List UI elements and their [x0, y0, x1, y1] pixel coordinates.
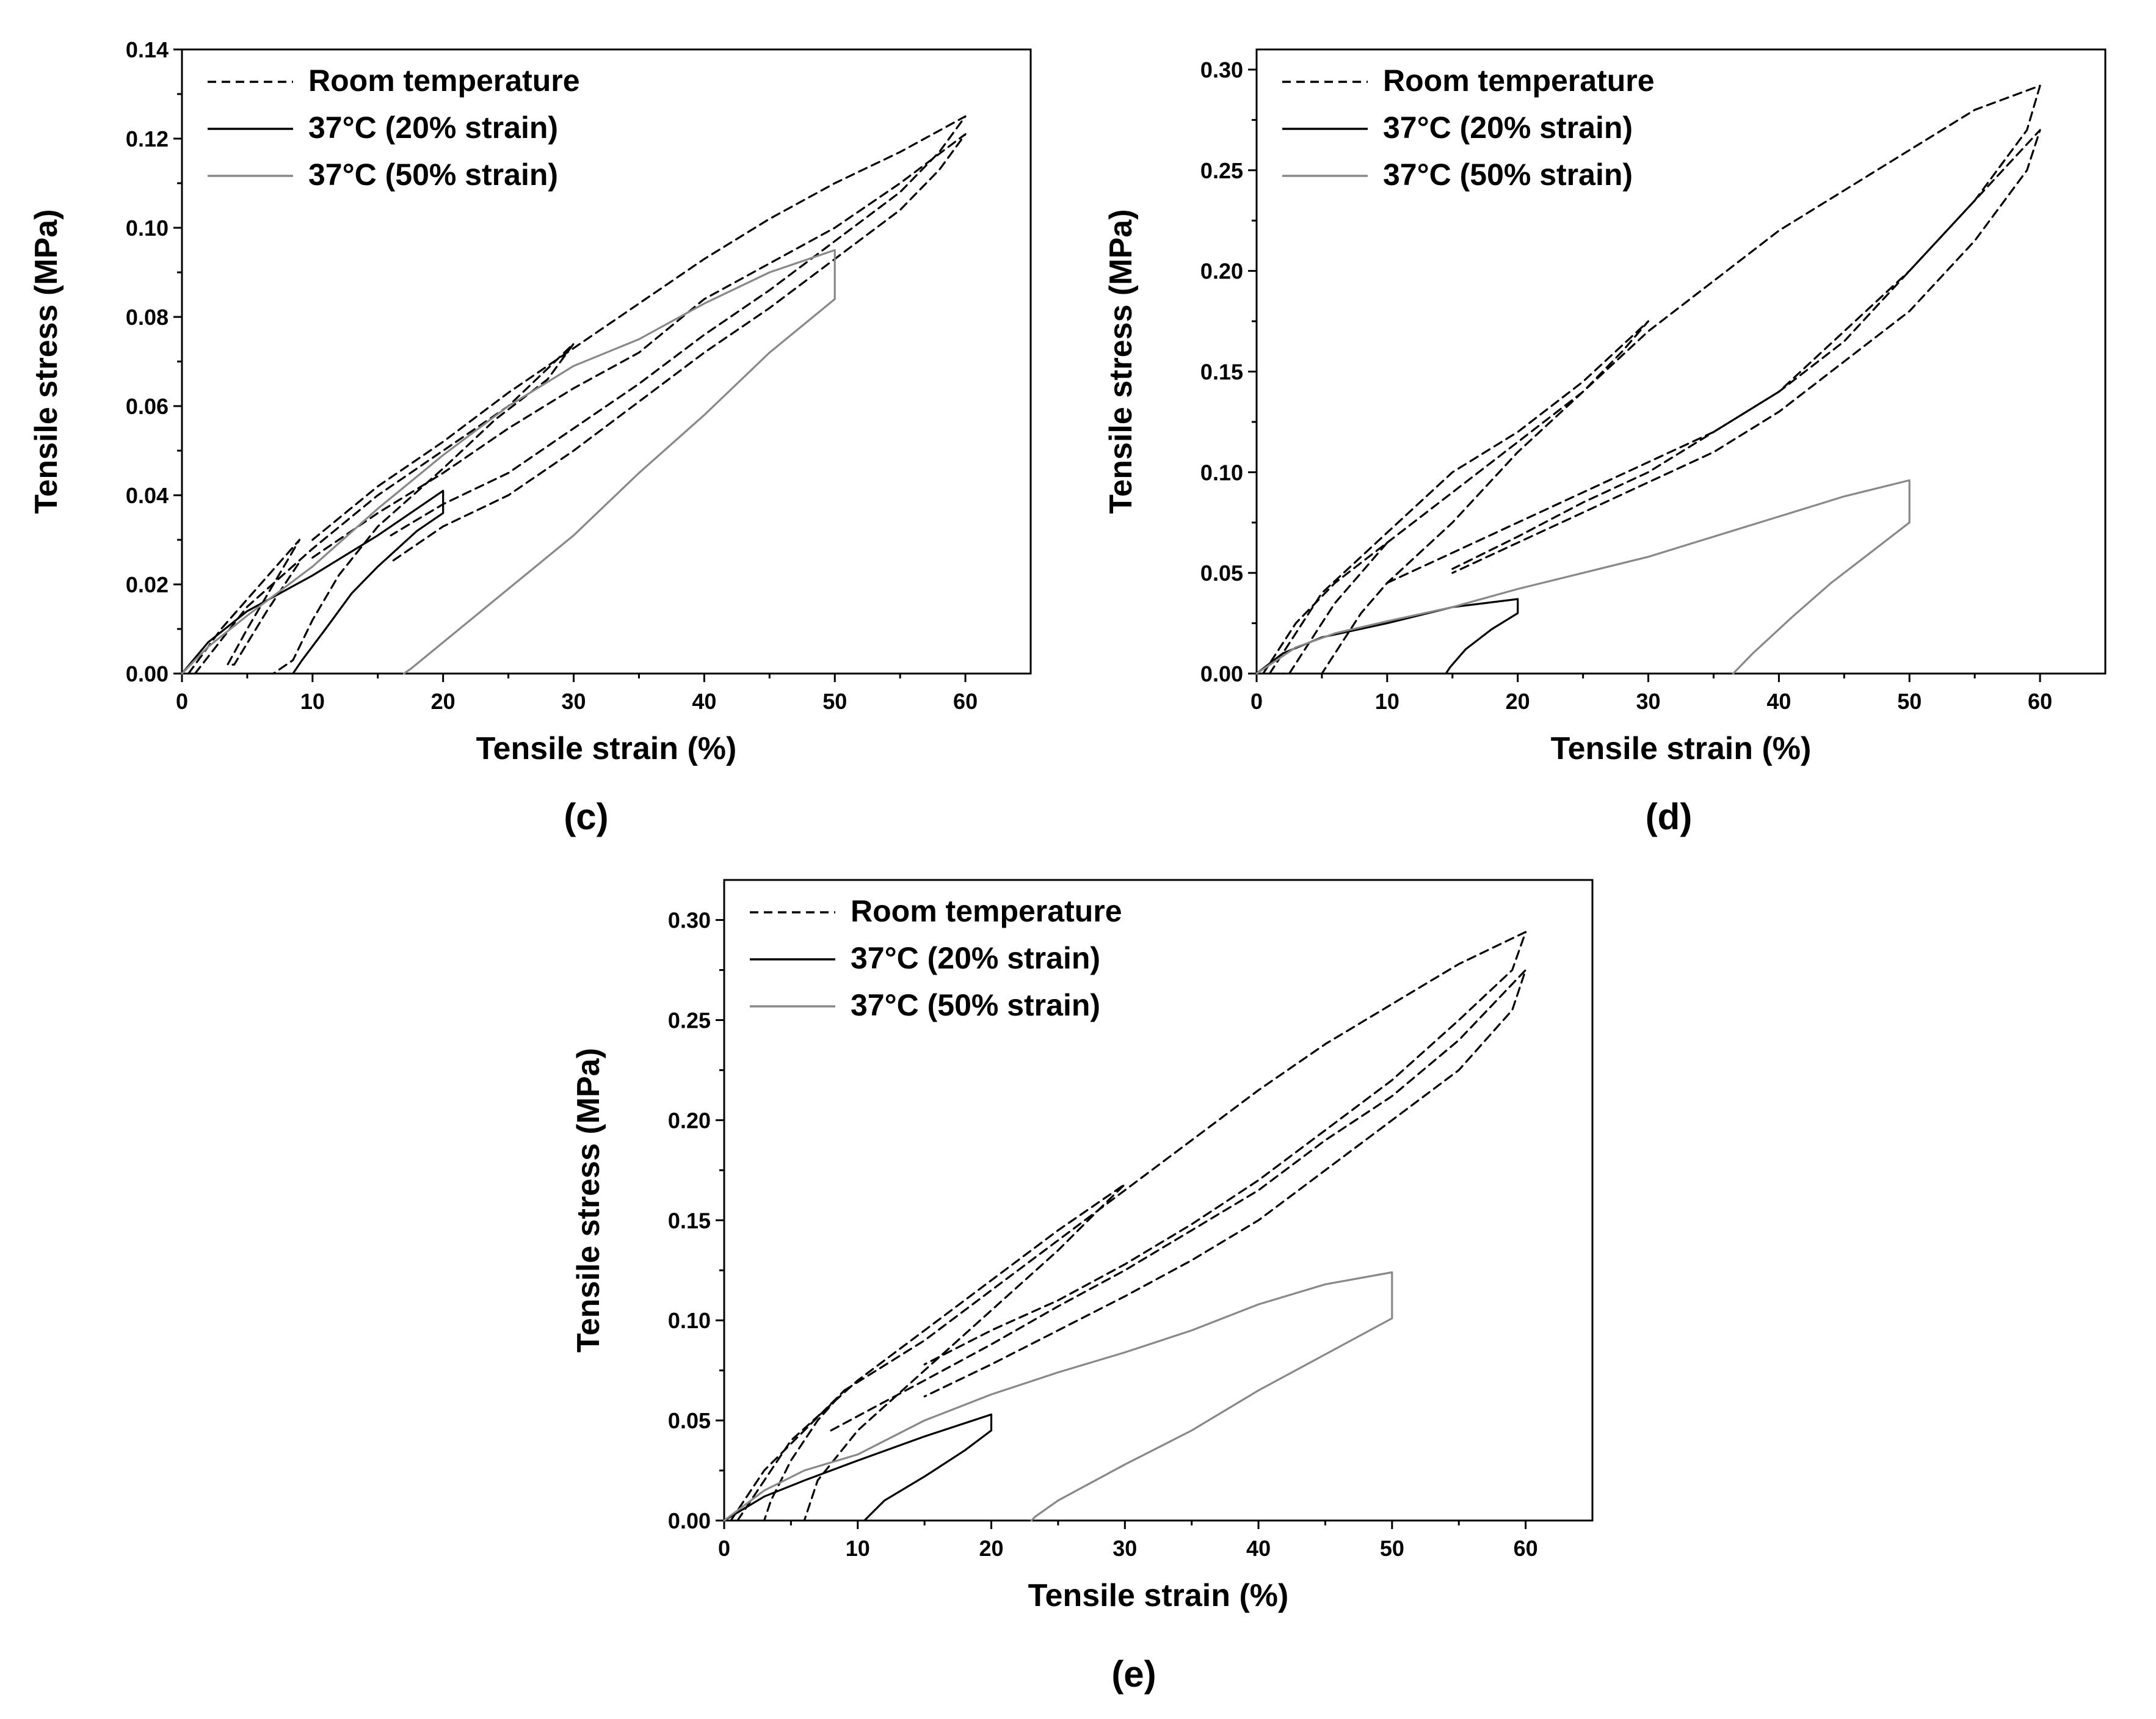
x-axis-title: Tensile strain (%): [476, 731, 737, 766]
series-2: [723, 1271, 1393, 1522]
y-tick-label: 0.04: [126, 483, 169, 508]
x-tick-label: 50: [1897, 689, 1922, 714]
x-tick-label: 40: [1766, 689, 1791, 714]
y-tick-label: 0.14: [126, 37, 169, 62]
series-line: [1255, 598, 1519, 675]
series-line: [1268, 320, 1650, 675]
plot-frame: [1255, 48, 2107, 675]
y-axis-title: Tensile stress (MPa): [1103, 209, 1139, 514]
y-axis-title: Tensile stress (MPa): [29, 209, 64, 514]
x-tick-label: 10: [300, 689, 325, 714]
x-tick-label: 50: [822, 689, 847, 714]
series-line: [1255, 479, 1911, 675]
chart-panel-1: 0 10 20 30 40 50 60 0.00 0.05 0.10 0.15 0.20 0.25 0.3…: [1103, 48, 2107, 837]
y-tick-label: 0.25: [1200, 158, 1243, 183]
panel-label: (c): [564, 796, 608, 837]
series-line: [1262, 542, 1388, 675]
y-tick-label: 0.06: [126, 394, 169, 419]
x-tick-label: 0: [176, 689, 188, 714]
y-tick-label: 0.08: [126, 305, 169, 330]
x-tick-label: 10: [1375, 689, 1399, 714]
y-tick-label: 0.05: [668, 1408, 711, 1433]
legend-label: 37°C (50% strain): [1383, 158, 1633, 192]
series-line: [1386, 129, 2041, 584]
y-tick-label: 0.12: [126, 126, 169, 151]
y-tick-label: 0.02: [126, 572, 169, 597]
legend-label: Room temperature: [851, 894, 1122, 928]
x-tick-label: 60: [1514, 1536, 1538, 1561]
series-line: [181, 490, 445, 675]
series-2: [181, 249, 836, 675]
x-tick-label: 30: [1112, 1536, 1137, 1561]
x-tick-label: 10: [846, 1536, 870, 1561]
panel-label: (e): [1111, 1654, 1156, 1695]
panel-label: (d): [1646, 796, 1693, 837]
series-2: [1255, 479, 1911, 675]
y-tick-label: 0.30: [1200, 57, 1243, 82]
series-line: [311, 115, 967, 541]
x-tick-label: 0: [1250, 689, 1263, 714]
plot-frame: [723, 879, 1594, 1522]
x-tick-label: 20: [1506, 689, 1530, 714]
series-0: [187, 115, 967, 675]
legend-label: 37°C (50% strain): [851, 988, 1100, 1022]
x-axis-title: Tensile strain (%): [1551, 731, 1812, 766]
x-tick-label: 20: [431, 689, 456, 714]
series-1: [1255, 598, 1519, 675]
series-line: [194, 343, 575, 675]
x-tick-label: 0: [718, 1536, 730, 1561]
legend-label: Room temperature: [308, 64, 580, 98]
x-tick-label: 60: [953, 689, 978, 714]
series-0: [730, 931, 1527, 1522]
series-line: [723, 1271, 1393, 1522]
x-tick-label: 20: [979, 1536, 1004, 1561]
series-line: [843, 931, 1527, 1392]
legend-label: Room temperature: [1383, 64, 1655, 98]
series-line: [736, 1183, 1126, 1522]
x-tick-label: 40: [692, 689, 716, 714]
series-line: [311, 133, 967, 564]
y-tick-label: 0.10: [126, 216, 169, 241]
y-axis-title: Tensile stress (MPa): [571, 1048, 606, 1353]
y-tick-label: 0.00: [1200, 661, 1243, 686]
y-tick-label: 0.20: [1200, 259, 1243, 284]
x-tick-label: 30: [562, 689, 586, 714]
series-1: [723, 1413, 993, 1522]
series-line: [187, 539, 301, 675]
x-tick-label: 60: [2028, 689, 2052, 714]
series-line: [1386, 84, 2041, 570]
y-tick-label: 0.10: [668, 1308, 711, 1333]
y-tick-label: 0.00: [668, 1508, 711, 1533]
y-tick-label: 0.05: [1200, 561, 1243, 586]
y-tick-label: 0.20: [668, 1108, 711, 1133]
series-line: [830, 969, 1527, 1432]
x-tick-label: 40: [1246, 1536, 1271, 1561]
legend-label: 37°C (50% strain): [308, 158, 558, 192]
legend-label: 37°C (20% strain): [851, 941, 1100, 975]
x-tick-label: 50: [1380, 1536, 1404, 1561]
y-tick-label: 0.25: [668, 1008, 711, 1033]
series-0: [1262, 84, 2041, 675]
x-axis-title: Tensile strain (%): [1028, 1578, 1289, 1613]
y-tick-label: 0.30: [668, 908, 711, 933]
y-tick-label: 0.10: [1200, 460, 1243, 485]
y-tick-label: 0.15: [1200, 359, 1243, 384]
series-line: [730, 1389, 846, 1522]
x-tick-label: 30: [1636, 689, 1661, 714]
y-tick-label: 0.15: [668, 1208, 711, 1233]
chart-panel-0: 0 10 20 30 40 50 60 0.00 0.02 0.04 0.06 0.08 0.10 0.1…: [29, 37, 1032, 837]
y-tick-label: 0.00: [126, 661, 169, 686]
series-line: [723, 1413, 993, 1522]
legend-label: 37°C (20% strain): [1383, 111, 1633, 145]
series-line: [181, 249, 836, 675]
legend-label: 37°C (20% strain): [308, 111, 558, 145]
chart-panel-2: 0 10 20 30 40 50 60 0.00 0.05 0.10 0.15 0.20 0.25 0.3…: [571, 879, 1594, 1695]
series-1: [181, 490, 445, 675]
